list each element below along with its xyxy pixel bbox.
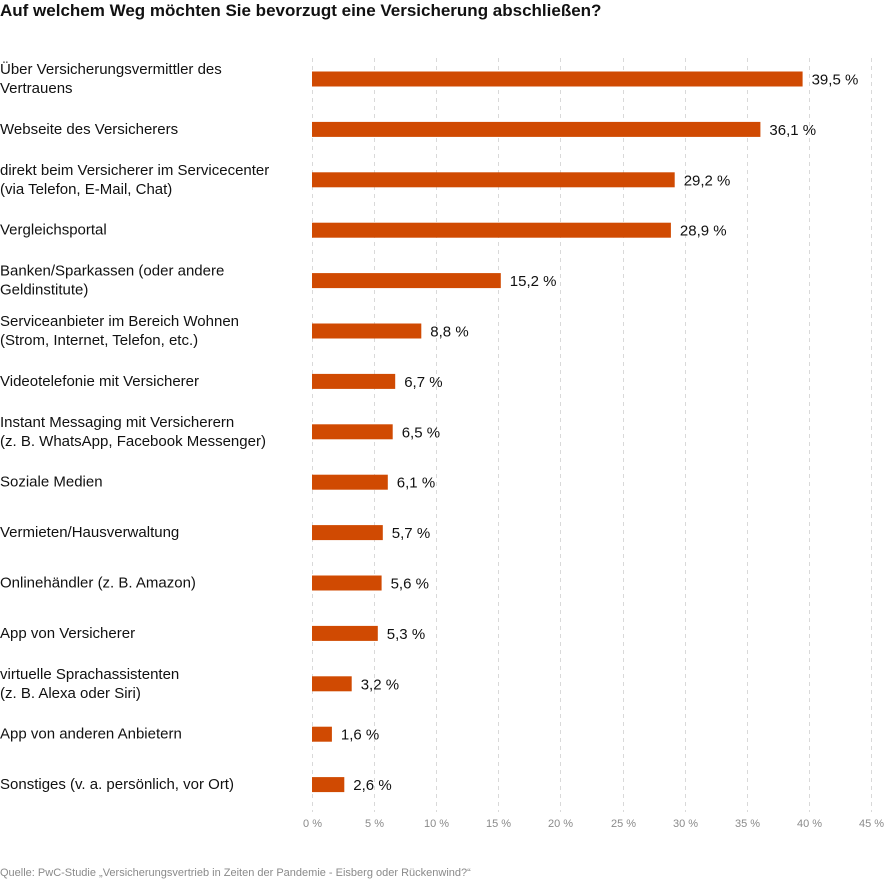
x-tick-label: 40 % — [797, 818, 822, 830]
bar-chart: Über Versicherungsvermittler des Vertraue… — [0, 58, 884, 830]
bar — [312, 525, 383, 541]
data-label: 39,5 % — [812, 72, 859, 89]
bar — [312, 474, 388, 490]
category-label: Videotelefonie mit Versicherer — [0, 373, 199, 390]
bar — [312, 726, 332, 742]
category-label: Banken/Sparkassen (oder andere — [0, 263, 224, 280]
category-label: Über Versicherungsvermittler des — [0, 60, 222, 78]
x-tick-label: 5 % — [365, 818, 384, 830]
category-labels: Über Versicherungsvermittler des Vertraue… — [0, 60, 269, 793]
data-label: 5,6 % — [391, 576, 429, 593]
category-label: Webseite des Versicherers — [0, 121, 178, 138]
category-label: Sonstiges (v. a. persönlich, vor Ort) — [0, 776, 234, 793]
category-label: App von Versicherer — [0, 625, 135, 642]
chart-title: Auf welchem Weg möchten Sie bevorzugt ei… — [0, 1, 602, 20]
bar — [312, 71, 803, 87]
data-label: 1,6 % — [341, 727, 379, 744]
data-label: 15,2 % — [510, 273, 557, 290]
x-tick-label: 15 % — [486, 818, 511, 830]
category-label: Vergleichsportal — [0, 222, 107, 239]
data-label: 6,5 % — [402, 424, 440, 441]
bar — [312, 676, 352, 692]
x-axis-ticks: 0 % 5 % 10 % 15 % 20 % 25 % 30 % 35 % 40 % 45 % — [303, 818, 884, 830]
x-tick-label: 25 % — [611, 818, 636, 830]
x-tick-label: 45 % — [859, 818, 884, 830]
x-tick-label: 10 % — [424, 818, 449, 830]
data-label: 6,7 % — [404, 374, 442, 391]
x-tick-label: 0 % — [303, 818, 322, 830]
category-label: (z. B. Alexa oder Siri) — [0, 685, 141, 702]
data-label: 5,3 % — [387, 626, 425, 643]
data-label: 2,6 % — [353, 777, 391, 794]
category-label: Serviceanbieter im Bereich Wohnen — [0, 313, 239, 330]
bar — [312, 575, 382, 591]
grid-lines — [312, 58, 872, 812]
bar — [312, 121, 761, 137]
category-label: direkt beim Versicherer im Servicecenter — [0, 162, 269, 179]
bar — [312, 777, 345, 793]
category-label: Soziale Medien — [0, 474, 103, 491]
data-label: 8,8 % — [430, 324, 468, 341]
data-label: 3,2 % — [361, 676, 399, 693]
category-label: Onlinehändler (z. B. Amazon) — [0, 575, 196, 592]
category-label: Vermieten/Hausverwaltung — [0, 524, 179, 541]
bar — [312, 373, 396, 389]
data-label: 29,2 % — [684, 172, 731, 189]
bars — [312, 71, 803, 793]
x-tick-label: 35 % — [735, 818, 760, 830]
bar — [312, 172, 675, 188]
x-tick-label: 30 % — [673, 818, 698, 830]
data-label: 36,1 % — [769, 122, 816, 139]
bar — [312, 222, 671, 238]
value-labels: 39,5 % 36,1 % 29,2 % 28,9 % 15,2 % 8,8 % 6,7 %… — [341, 72, 858, 795]
category-label: Geldinstitute) — [0, 282, 88, 299]
data-label: 28,9 % — [680, 223, 727, 240]
category-label: virtuelle Sprachassistenten — [0, 666, 179, 683]
bar — [312, 424, 393, 440]
bar — [312, 625, 378, 641]
bar — [312, 323, 422, 339]
category-label: Instant Messaging mit Versicherern — [0, 414, 234, 431]
source-note: Quelle: PwC-Studie „Versicherungsvertrie… — [0, 867, 471, 879]
data-label: 5,7 % — [392, 525, 430, 542]
category-label: Vertrauens — [0, 80, 73, 97]
category-label: App von anderen Anbietern — [0, 726, 182, 743]
category-label: (z. B. WhatsApp, Facebook Messenger) — [0, 433, 266, 450]
category-label: (via Telefon, E-Mail, Chat) — [0, 181, 172, 198]
bar — [312, 273, 501, 289]
x-tick-label: 20 % — [548, 818, 573, 830]
category-label: (Strom, Internet, Telefon, etc.) — [0, 332, 198, 349]
data-label: 6,1 % — [397, 475, 435, 492]
